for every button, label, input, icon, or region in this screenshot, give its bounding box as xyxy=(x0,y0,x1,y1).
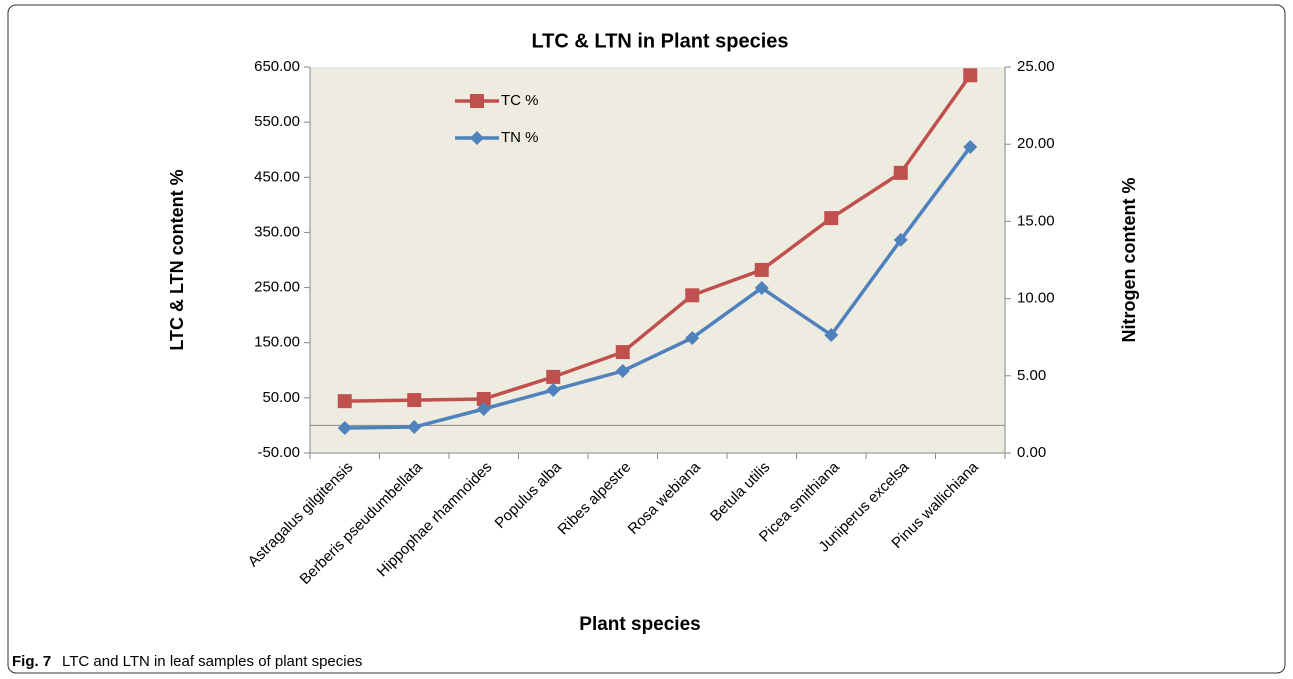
plot-area xyxy=(310,67,1005,453)
chart-title: LTC & LTN in Plant species xyxy=(531,30,788,52)
marker xyxy=(824,211,839,226)
y-tick-label: 150.00 xyxy=(254,334,300,351)
y2-tick-label: 15.00 xyxy=(1017,212,1055,229)
marker xyxy=(963,68,978,83)
marker xyxy=(893,232,908,247)
y-tick-label: -50.00 xyxy=(257,444,300,461)
marker xyxy=(615,345,630,360)
series-line xyxy=(344,74,972,403)
marker xyxy=(963,139,978,154)
marker xyxy=(407,393,422,408)
x-tick-label: Betula utilis xyxy=(707,459,773,525)
y-tick-label: 50.00 xyxy=(262,389,300,406)
marker xyxy=(546,383,561,398)
y2-tick-label: 0.00 xyxy=(1017,444,1046,461)
marker xyxy=(337,394,352,409)
marker xyxy=(615,364,630,379)
marker xyxy=(470,131,484,145)
marker xyxy=(470,94,484,108)
y-tick-label: 450.00 xyxy=(254,168,300,185)
y2-axis-label: Nitrogen content % xyxy=(1119,178,1139,343)
marker xyxy=(754,280,769,295)
y2-tick-label: 25.00 xyxy=(1017,58,1055,75)
marker xyxy=(476,391,491,406)
y-tick-label: 550.00 xyxy=(254,113,300,130)
caption-label: Fig. 7 xyxy=(12,653,51,670)
marker xyxy=(685,288,700,303)
legend-label: TC % xyxy=(501,92,539,109)
marker xyxy=(337,420,352,435)
y-tick-label: 250.00 xyxy=(254,279,300,296)
x-tick-label: Hippophae rhamnoides xyxy=(374,459,496,581)
marker xyxy=(893,165,908,180)
marker xyxy=(407,420,422,435)
marker xyxy=(824,328,839,343)
marker xyxy=(546,369,561,384)
y2-tick-label: 20.00 xyxy=(1017,135,1055,152)
x-axis-label: Plant species xyxy=(579,614,700,635)
y-tick-label: 650.00 xyxy=(254,58,300,75)
series-line xyxy=(344,145,972,430)
legend-label: TN % xyxy=(501,129,539,146)
marker xyxy=(754,262,769,277)
x-tick-label: Berberis pseudumbellata xyxy=(297,458,427,588)
caption-text: LTC and LTN in leaf samples of plant spe… xyxy=(62,653,362,670)
y2-tick-label: 5.00 xyxy=(1017,367,1046,384)
x-tick-label: Rosa webiana xyxy=(625,458,705,538)
x-tick-label: Populus alba xyxy=(492,458,566,532)
frame xyxy=(7,4,1286,674)
y-tick-label: 350.00 xyxy=(254,223,300,240)
marker xyxy=(476,401,491,416)
x-tick-label: Ribes alpestre xyxy=(555,459,635,539)
marker xyxy=(685,330,700,345)
y-axis-label: LTC & LTN content % xyxy=(167,169,187,350)
y2-tick-label: 10.00 xyxy=(1017,290,1055,307)
